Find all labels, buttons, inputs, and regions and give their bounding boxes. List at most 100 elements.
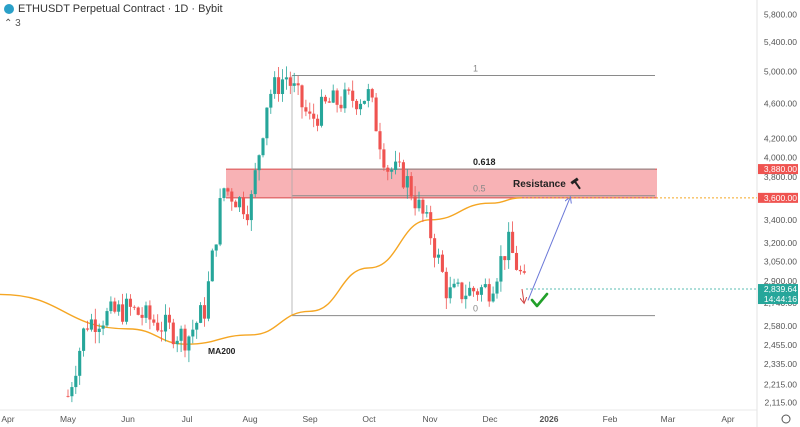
- candle-body: [514, 252, 519, 270]
- candle-body: [444, 271, 448, 299]
- candle-body: [347, 89, 351, 91]
- candle-body: [296, 83, 300, 86]
- candle-body: [167, 314, 171, 323]
- candle-body: [366, 89, 370, 101]
- resistance-zone: [226, 169, 657, 198]
- candle-body: [140, 314, 144, 318]
- candle-body: [370, 89, 374, 98]
- candle-body: [105, 311, 109, 326]
- candle-body: [156, 322, 160, 331]
- candle-body: [331, 90, 335, 103]
- y-tick-label: 2,115.00: [765, 397, 798, 407]
- fib-level-label: 1: [473, 63, 478, 73]
- candle-body: [300, 85, 304, 108]
- candle-body: [421, 199, 425, 214]
- candle-body: [417, 199, 421, 209]
- candle-body: [70, 387, 74, 397]
- candle-body: [507, 231, 511, 261]
- candle-body: [351, 90, 355, 101]
- candle-body: [175, 340, 179, 345]
- x-tick-label: Oct: [362, 414, 376, 424]
- candle-body: [238, 197, 242, 208]
- fib-level-label: 0.5: [473, 184, 486, 194]
- candle-body: [374, 97, 378, 132]
- candle-body: [284, 77, 288, 80]
- candle-body: [191, 329, 195, 337]
- candle-body: [440, 254, 444, 272]
- candle-body: [518, 269, 522, 272]
- x-tick-label: Mar: [661, 414, 676, 424]
- candle-body: [128, 298, 132, 307]
- candle-body: [413, 196, 417, 209]
- candle-body: [277, 77, 281, 95]
- candle-body: [160, 330, 164, 332]
- pullback-arrow: [522, 288, 524, 302]
- candle-body: [210, 250, 214, 282]
- candle-body: [511, 231, 515, 253]
- candle-body: [308, 111, 312, 114]
- candle-body: [113, 301, 117, 312]
- candle-body: [78, 350, 82, 376]
- fib-level-label: 0: [473, 304, 478, 314]
- candle-body: [335, 90, 339, 105]
- y-tick-label: 3,800.00: [764, 172, 797, 182]
- x-tick-label: Sep: [302, 414, 317, 424]
- x-tick-label: Dec: [482, 414, 498, 424]
- x-tick-label: Nov: [422, 414, 438, 424]
- x-tick-label: 2026: [540, 414, 559, 424]
- candle-body: [339, 104, 343, 109]
- chevron-up-icon: ⌃: [4, 18, 13, 29]
- current-price-tag: [758, 284, 798, 305]
- candle-body: [452, 283, 456, 288]
- settings-gear-icon[interactable]: [781, 414, 791, 424]
- symbol-title[interactable]: ETHUSDT Perpetual Contract · 1D · Bybit: [18, 3, 223, 15]
- candle-body: [226, 188, 230, 192]
- y-tick-label: 2,580.00: [764, 321, 797, 331]
- resistance-label: Resistance: [513, 179, 566, 190]
- candle-body: [124, 298, 129, 322]
- candle-body: [425, 212, 429, 214]
- candle-body: [273, 77, 277, 94]
- candle-body: [304, 107, 308, 112]
- candle-body: [183, 328, 187, 351]
- candle-body: [85, 328, 90, 330]
- candle-body: [323, 96, 327, 102]
- resistance-bottom-tag: [758, 192, 798, 203]
- candle-body: [382, 149, 386, 168]
- x-tick-label: Jul: [182, 414, 193, 424]
- candle-body: [405, 176, 409, 188]
- candle-body: [292, 83, 296, 86]
- candle-body: [163, 314, 168, 332]
- candle-body: [288, 77, 292, 86]
- resistance-top-tag-text: 3,880.00: [764, 164, 797, 174]
- x-tick-label: Feb: [603, 414, 618, 424]
- ma200-label: MA200: [208, 346, 236, 356]
- checkmark-icon: [530, 292, 549, 308]
- candle-body: [136, 307, 140, 315]
- candle-body: [82, 328, 86, 351]
- candle-body: [230, 191, 234, 202]
- indicator-toggle[interactable]: ⌃ 3: [4, 18, 21, 29]
- candle-body: [460, 282, 464, 300]
- y-tick-label: 4,200.00: [764, 134, 797, 144]
- y-tick-label: 2,335.00: [764, 359, 797, 369]
- candle-body: [265, 107, 269, 139]
- candle-body: [479, 287, 483, 295]
- candle-body: [74, 375, 78, 388]
- candle-body: [394, 161, 398, 170]
- candle-body: [522, 271, 526, 273]
- candle-body: [483, 284, 487, 288]
- candle-body: [280, 79, 285, 95]
- candle-body: [472, 287, 476, 292]
- candle-body: [429, 212, 433, 239]
- candle-body: [152, 319, 156, 323]
- y-tick-label: 4,600.00: [764, 99, 797, 109]
- candle-body: [109, 301, 113, 312]
- candle-body: [195, 322, 199, 330]
- candle-body: [97, 328, 101, 333]
- countdown-text: 14:44:16: [764, 294, 797, 304]
- y-tick-label: 2,215.00: [764, 380, 797, 390]
- resistance-top-tag: [758, 164, 798, 175]
- candle-body: [132, 306, 136, 308]
